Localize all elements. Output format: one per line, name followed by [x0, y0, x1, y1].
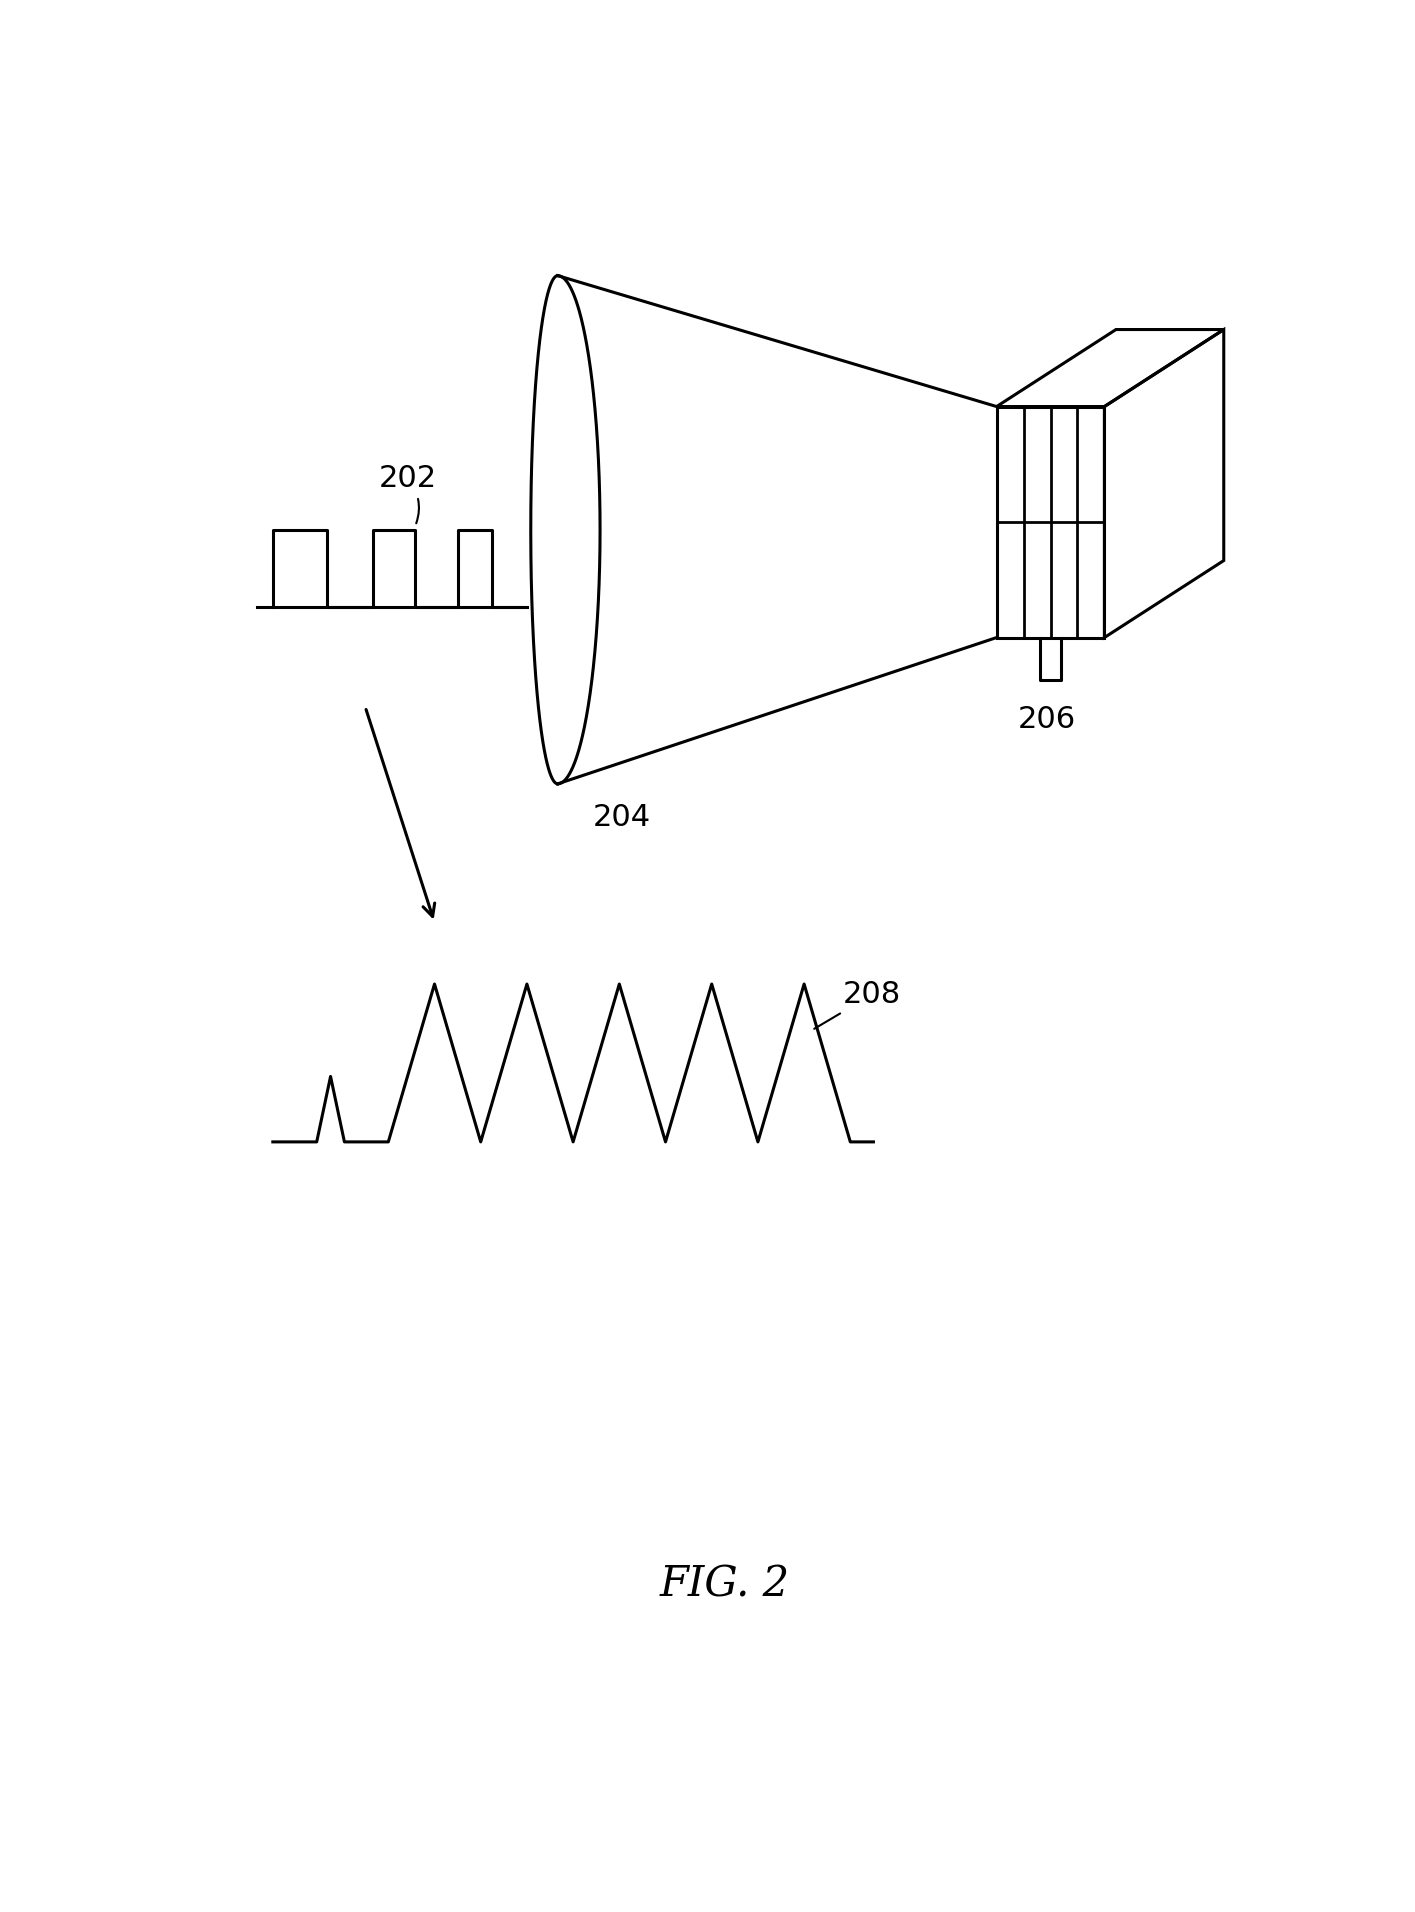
- Text: FIG. 2: FIG. 2: [659, 1564, 790, 1606]
- Text: 208: 208: [814, 981, 901, 1029]
- Text: 204: 204: [593, 803, 651, 832]
- Text: 206: 206: [1017, 706, 1075, 734]
- Text: 202: 202: [378, 465, 437, 524]
